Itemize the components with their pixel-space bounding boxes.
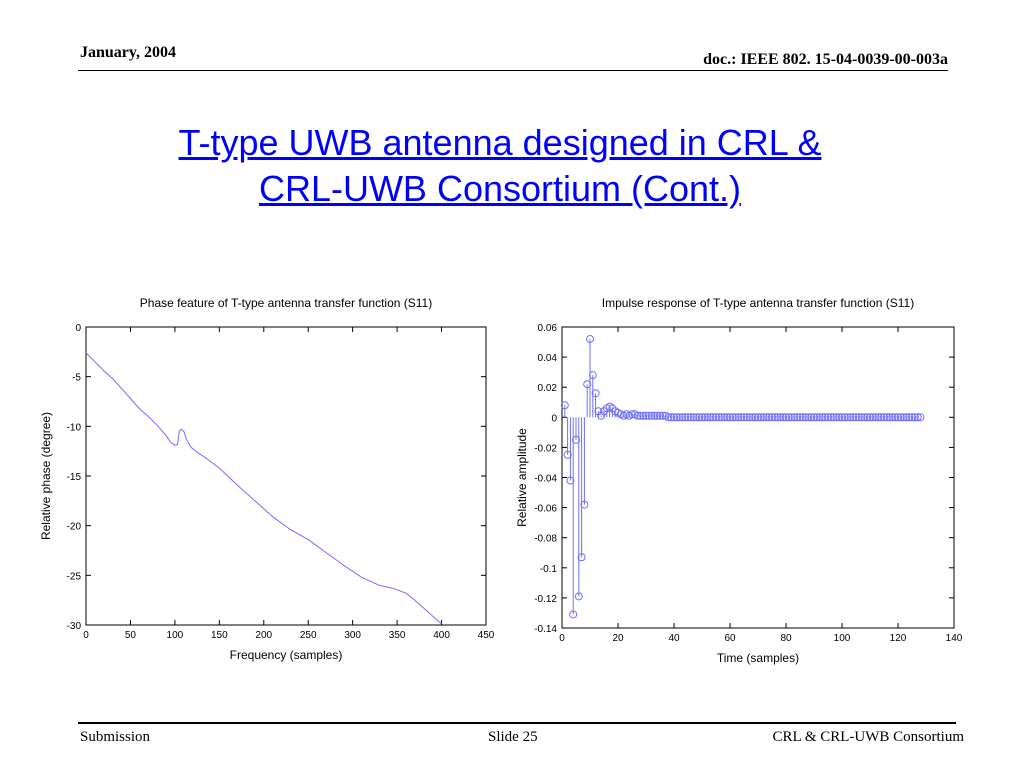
footer-divider xyxy=(78,722,956,724)
x-tick-label: 100 xyxy=(167,630,184,641)
y-tick-label: -10 xyxy=(67,422,82,433)
chart-title: Phase feature of T-type antenna transfer… xyxy=(140,296,432,310)
footer-slide-number: Slide 25 xyxy=(488,729,538,745)
y-axis-label: Relative phase (degree) xyxy=(39,412,53,540)
x-tick-label: 350 xyxy=(389,630,406,641)
y-tick-label: -20 xyxy=(67,522,82,533)
footer-organization: CRL & CRL-UWB Consortium xyxy=(772,729,964,745)
header-date: January, 2004 xyxy=(80,44,177,61)
footer-submission: Submission xyxy=(80,729,151,745)
x-axis-label: Frequency (samples) xyxy=(230,648,343,662)
x-tick-label: 300 xyxy=(344,630,361,641)
x-tick-label: 150 xyxy=(211,630,228,641)
phase-series-line xyxy=(85,352,442,625)
x-tick-label: 400 xyxy=(433,630,450,641)
y-tick-label: -5 xyxy=(72,373,81,384)
x-tick-label: 450 xyxy=(478,630,495,641)
x-tick-label: 250 xyxy=(300,630,317,641)
x-tick-label: 50 xyxy=(125,630,137,641)
x-tick-label: 200 xyxy=(255,630,272,641)
y-tick-label: -30 xyxy=(67,621,82,632)
plot-frame xyxy=(85,326,487,626)
slide-title: T-type UWB antenna designed in CRL & CRL… xyxy=(80,120,920,212)
slide-title-line-2: CRL-UWB Consortium (Cont.) xyxy=(258,168,742,209)
slide-title-line-1: T-type UWB antenna designed in CRL & xyxy=(178,122,822,163)
x-tick-label: 0 xyxy=(83,630,89,641)
y-tick-label: -15 xyxy=(67,472,82,483)
header-doc-id: doc.: IEEE 802. 15-04-0039-00-003a xyxy=(703,51,948,68)
y-tick-label: 0 xyxy=(75,323,81,334)
header-divider xyxy=(78,70,948,71)
y-tick-label: -25 xyxy=(67,571,82,582)
